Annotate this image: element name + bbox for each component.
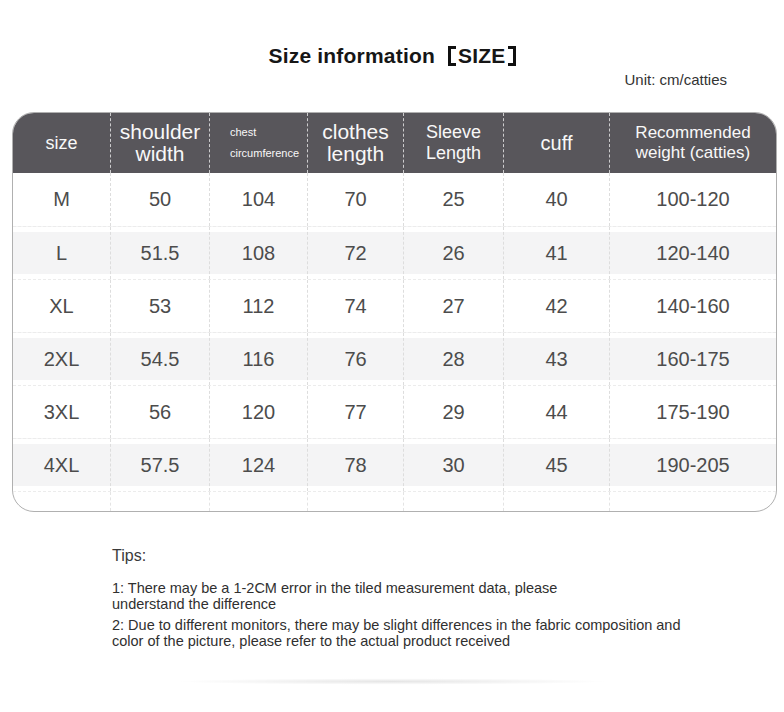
table-cell: 76 [307, 333, 403, 385]
table-cell: 29 [403, 386, 503, 438]
table-footer-strip [13, 491, 776, 511]
header-cell-chest-circumference: chest circumference [209, 113, 307, 173]
table-cell: 160-175 [609, 333, 776, 385]
header-cell-shoulder-width: shoulder width [110, 113, 209, 173]
footer-cell [403, 492, 503, 511]
table-cell: 112 [209, 280, 307, 332]
tip-1-line-1: 1: There may be a 1-2CM error in the til… [112, 580, 772, 596]
table-row-2xl: 2XL 54.5 116 76 28 43 160-175 [13, 332, 776, 385]
table-cell: 53 [110, 280, 209, 332]
table-cell: 45 [503, 439, 609, 491]
header-cell-sleeve-length: Sleeve Length [403, 113, 503, 173]
header-cell-size: size [13, 113, 110, 173]
table-cell: 100-120 [609, 173, 776, 226]
size-tag: SIZE [448, 44, 515, 68]
table-cell: 175-190 [609, 386, 776, 438]
tip-1: 1: There may be a 1-2CM error in the til… [112, 580, 772, 612]
lenticular-bracket-left-icon [448, 46, 456, 66]
page-title: Size information SIZE [0, 44, 784, 68]
unit-label: Unit: cm/catties [624, 71, 727, 88]
footer-cell [110, 492, 209, 511]
table-cell: 27 [403, 280, 503, 332]
table-cell: 28 [403, 333, 503, 385]
table-cell: 44 [503, 386, 609, 438]
table-cell: 30 [403, 439, 503, 491]
footer-cell [13, 492, 110, 511]
table-cell: 57.5 [110, 439, 209, 491]
lenticular-bracket-right-icon [508, 46, 516, 66]
table-cell: 190-205 [609, 439, 776, 491]
table-cell: 54.5 [110, 333, 209, 385]
table-row-3xl: 3XL 56 120 77 29 44 175-190 [13, 385, 776, 438]
tip-2: 2: Due to different monitors, there may … [112, 617, 772, 649]
table-cell: 40 [503, 173, 609, 226]
table-cell: 116 [209, 333, 307, 385]
size-info-page: Size information SIZE Unit: cm/catties s… [0, 0, 784, 712]
tip-2-line-1: 2: Due to different monitors, there may … [112, 617, 772, 633]
chest-label-line1: chest [230, 126, 256, 139]
table-cell: 120 [209, 386, 307, 438]
table-cell: 42 [503, 280, 609, 332]
footer-cell [503, 492, 609, 511]
chest-label-line2: circumference [230, 147, 300, 160]
header-cell-clothes-length: clothes length [307, 113, 403, 173]
table-cell: L [13, 227, 110, 279]
table-cell: 51.5 [110, 227, 209, 279]
table-cell: 74 [307, 280, 403, 332]
table-cell: 25 [403, 173, 503, 226]
table-header-row: size shoulder width chest circumference … [13, 113, 776, 173]
table-cell: 124 [209, 439, 307, 491]
table-cell: 3XL [13, 386, 110, 438]
table-cell: 2XL [13, 333, 110, 385]
table-cell: XL [13, 280, 110, 332]
header-cell-cuff: cuff [503, 113, 609, 173]
table-cell: 120-140 [609, 227, 776, 279]
table-row-m: M 50 104 70 25 40 100-120 [13, 173, 776, 226]
size-tag-text: SIZE [458, 44, 505, 67]
table-cell: 50 [110, 173, 209, 226]
tip-2-line-2: color of the picture, please refer to th… [112, 633, 772, 649]
section-divider [85, 677, 700, 686]
table-cell: 72 [307, 227, 403, 279]
table-cell: 43 [503, 333, 609, 385]
table-cell: 4XL [13, 439, 110, 491]
table-cell: 26 [403, 227, 503, 279]
table-cell: 108 [209, 227, 307, 279]
table-row-xl: XL 53 112 74 27 42 140-160 [13, 279, 776, 332]
size-table: size shoulder width chest circumference … [12, 112, 777, 512]
table-row-4xl: 4XL 57.5 124 78 30 45 190-205 [13, 438, 776, 491]
table-cell: 78 [307, 439, 403, 491]
table-cell: 104 [209, 173, 307, 226]
table-cell: M [13, 173, 110, 226]
table-cell: 140-160 [609, 280, 776, 332]
footer-cell [307, 492, 403, 511]
table-cell: 70 [307, 173, 403, 226]
page-title-text: Size information [268, 44, 435, 68]
tips-section: Tips: 1: There may be a 1-2CM error in t… [112, 547, 772, 649]
table-cell: 56 [110, 386, 209, 438]
tip-1-line-2: understand the difference [112, 596, 772, 612]
footer-cell [209, 492, 307, 511]
table-cell: 77 [307, 386, 403, 438]
tips-heading: Tips: [112, 547, 772, 565]
table-cell: 41 [503, 227, 609, 279]
header-cell-recommended-weight: Recommended weight (catties) [609, 113, 776, 173]
footer-cell [609, 492, 776, 511]
table-row-l: L 51.5 108 72 26 41 120-140 [13, 226, 776, 279]
